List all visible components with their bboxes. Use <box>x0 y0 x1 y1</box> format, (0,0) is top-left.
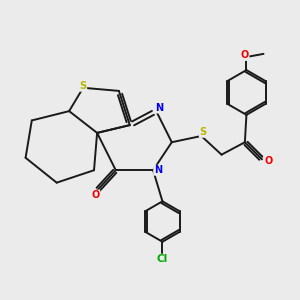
Text: N: N <box>154 165 162 175</box>
Text: Cl: Cl <box>157 254 168 264</box>
Text: S: S <box>80 81 87 91</box>
Text: S: S <box>199 127 206 137</box>
Text: N: N <box>155 103 164 113</box>
Text: O: O <box>92 190 100 200</box>
Text: O: O <box>264 156 272 166</box>
Text: O: O <box>241 50 249 60</box>
